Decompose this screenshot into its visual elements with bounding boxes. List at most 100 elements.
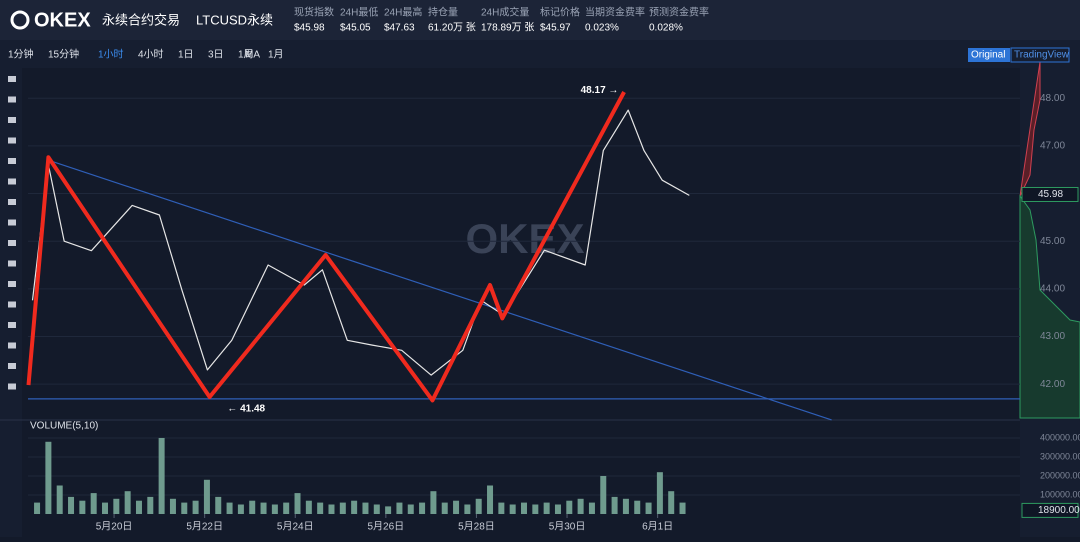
volume-bar bbox=[158, 437, 165, 514]
drawing-tool[interactable] bbox=[8, 117, 16, 123]
stat-value: 178.89万 张 bbox=[481, 22, 534, 34]
indicator-button[interactable]: MA bbox=[245, 50, 260, 61]
x-tick-label: 5月26日 bbox=[368, 521, 405, 533]
drawing-tool[interactable] bbox=[8, 383, 16, 390]
logo: OKEX bbox=[34, 9, 91, 31]
series-line bbox=[48, 159, 832, 421]
volume-bar bbox=[554, 504, 561, 514]
volume-bar bbox=[45, 441, 52, 514]
volume-bar bbox=[430, 491, 437, 514]
product-menu[interactable]: 永续合约交易 bbox=[102, 12, 180, 27]
stat-label: 持仓量 bbox=[428, 6, 458, 19]
stats: 现货指数 $45.98 24H最低 $45.05 24H最高 $47.63 持仓量 61.20… bbox=[294, 6, 709, 34]
drawing-tool[interactable] bbox=[8, 96, 16, 103]
volume-bar bbox=[90, 493, 97, 514]
toolbar: 1分钟 15分钟 1小时 4小时 1日 3日 1周 1月 MA Original TradingVi… bbox=[8, 47, 1070, 390]
interval-button[interactable]: 1月 bbox=[268, 49, 284, 61]
interval-button[interactable]: 15分钟 bbox=[48, 48, 79, 61]
view-button[interactable]: Original bbox=[971, 50, 1005, 61]
drawing-tool[interactable] bbox=[8, 76, 16, 82]
drawing-tool[interactable] bbox=[8, 178, 16, 185]
volume-bar bbox=[441, 502, 448, 514]
pane-title: VOLUME(5,10) bbox=[30, 421, 98, 432]
volume-bar bbox=[498, 502, 505, 514]
volume-bar bbox=[509, 504, 516, 514]
y-tick-label: 45.00 bbox=[1040, 236, 1065, 247]
x-tick-label: 5月22日 bbox=[186, 521, 223, 533]
price-tag-label: 45.98 bbox=[1038, 189, 1063, 200]
drawing-tool[interactable] bbox=[8, 322, 16, 328]
drawing-tool[interactable] bbox=[8, 301, 16, 308]
volume-bar bbox=[668, 491, 675, 514]
stat-label: 当期资金费率 bbox=[585, 6, 645, 19]
volume-bar bbox=[181, 502, 188, 514]
plot: 42.0043.0044.0045.0046.0047.0048.0045.98… bbox=[26, 85, 1080, 533]
x-tick-label: 5月20日 bbox=[96, 521, 133, 533]
stat-label: 预测资金费率 bbox=[649, 6, 709, 19]
drawing-tool[interactable] bbox=[8, 137, 16, 144]
drawing-tool[interactable] bbox=[8, 240, 16, 246]
view-button[interactable]: TradingView bbox=[1014, 50, 1070, 61]
series-line bbox=[26, 91, 626, 403]
drawing-tool[interactable] bbox=[8, 260, 16, 267]
x-tick-label: 6月1日 bbox=[642, 521, 673, 533]
y-tick-label: 43.00 bbox=[1040, 331, 1065, 342]
volume-bar bbox=[475, 498, 482, 514]
price-tag bbox=[1021, 186, 1079, 202]
volume-bar bbox=[656, 472, 663, 514]
drawing-tool[interactable] bbox=[8, 281, 16, 287]
volume-bar bbox=[351, 500, 358, 514]
drawing-tool[interactable] bbox=[8, 158, 16, 164]
volume-bar bbox=[679, 502, 686, 514]
stat-value: $47.63 bbox=[384, 23, 415, 34]
volume-bar bbox=[339, 502, 346, 514]
volume-bar bbox=[385, 506, 392, 514]
volume-bar bbox=[645, 502, 652, 514]
interval-button[interactable]: 1日 bbox=[178, 50, 194, 61]
y-tick-label: 47.00 bbox=[1040, 141, 1065, 152]
y-tick-label: 100000.00 bbox=[1040, 489, 1080, 499]
volume-bar bbox=[611, 496, 618, 514]
volume-bar bbox=[362, 502, 369, 514]
volume-bar bbox=[124, 491, 131, 514]
interval-button[interactable]: 3日 bbox=[208, 50, 224, 61]
volume-bar bbox=[487, 485, 494, 514]
volume-bar bbox=[147, 496, 154, 514]
annotation: 48.17 → bbox=[581, 85, 619, 96]
volume-bar bbox=[577, 498, 584, 514]
stat-label: 标记价格 bbox=[540, 6, 580, 19]
volume-bar bbox=[283, 502, 290, 514]
volume-bar bbox=[271, 504, 278, 514]
drawing-tool[interactable] bbox=[8, 342, 16, 349]
volume-bar bbox=[622, 498, 629, 514]
volume-bar bbox=[113, 498, 120, 514]
interval-button[interactable]: 1分钟 bbox=[8, 48, 34, 61]
y-tick-label: 48.00 bbox=[1040, 93, 1065, 104]
volume-bar bbox=[102, 502, 109, 514]
volume-bar bbox=[407, 504, 414, 514]
volume-bar bbox=[226, 502, 233, 514]
volume-bar bbox=[215, 496, 222, 514]
x-tick-label: 5月30日 bbox=[549, 521, 586, 533]
volume-bar bbox=[373, 504, 380, 514]
volume-bar bbox=[588, 502, 595, 514]
stat-value: $45.97 bbox=[540, 23, 571, 34]
drawing-tool[interactable] bbox=[8, 219, 16, 226]
stat-value: $45.98 bbox=[294, 23, 325, 34]
volume-bar bbox=[135, 500, 142, 514]
x-tick-label: 5月28日 bbox=[458, 521, 495, 533]
volume-bar bbox=[260, 502, 267, 514]
symbol-menu[interactable]: LTCUSD永续 bbox=[196, 12, 273, 27]
stat-value: 0.023% bbox=[585, 23, 619, 34]
volume-bar bbox=[566, 500, 573, 514]
interval-button[interactable]: 1小时 bbox=[98, 49, 124, 61]
interval-button[interactable]: 1周 bbox=[238, 49, 254, 61]
drawing-tool[interactable] bbox=[8, 199, 16, 205]
series-line bbox=[31, 109, 690, 376]
volume-bar bbox=[328, 504, 335, 514]
drawing-tool[interactable] bbox=[8, 363, 16, 369]
volume-bar bbox=[419, 502, 426, 514]
interval-button[interactable]: 4小时 bbox=[138, 49, 164, 61]
y-tick-label: 400000.00 bbox=[1040, 432, 1080, 442]
volume-bar bbox=[249, 500, 256, 514]
